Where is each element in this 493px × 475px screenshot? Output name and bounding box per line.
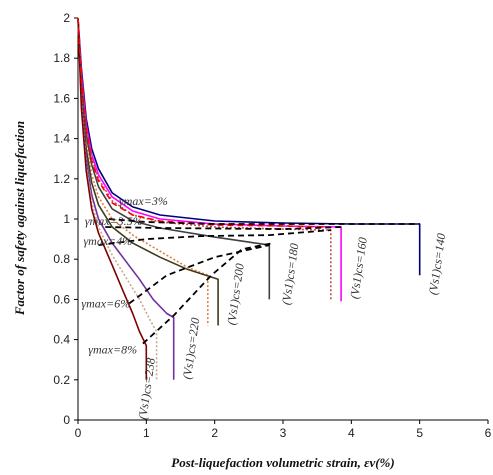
y-tick-label: 1.2 [53,172,70,186]
y-tick-label: 0.4 [53,333,70,347]
y-tick-label: 2 [63,11,70,25]
y-tick-label: 0 [63,413,70,427]
series-line-3 [77,17,271,300]
annotation-label: γmax=3% [119,194,168,208]
series-line-13 [128,244,270,305]
annotation-label: (Vs1)cs=200 [224,263,247,326]
series-line-10 [108,218,420,225]
x-tick-label: 3 [280,426,287,440]
x-tick-label: 2 [211,426,218,440]
annotation-label: γmax=6% [81,296,130,310]
annotation-label: (Vs1)cs=220 [180,317,203,380]
series-line-5 [77,17,219,326]
x-tick-label: 0 [75,426,82,440]
series-line-11 [105,226,342,230]
y-tick-label: 1 [63,212,70,226]
y-axis-title: Factor of safety against liquefaction [12,121,27,316]
annotation-label: (Vs1)cs=140 [426,232,449,295]
annotation-label: (Vs1)cs=238 [135,357,158,420]
series-line-6 [77,17,175,380]
annotation-layer: γmax=3%γmax=3.5%γmax=4%γmax=6%γmax=8%(Vs… [81,194,448,420]
series-line-9 [77,17,325,228]
x-tick-label: 4 [348,426,355,440]
y-tick-label: 1.4 [53,132,70,146]
annotation-label: (Vs1)cs=180 [279,242,302,305]
x-tick-label: 5 [416,426,423,440]
series-layer [77,17,421,380]
series-line-8 [77,17,148,380]
y-tick-label: 0.2 [53,373,70,387]
y-tick-label: 1.8 [53,51,70,65]
series-line-7 [77,17,158,380]
annotation-label: γmax=8% [88,343,137,357]
y-tick-label: 0.8 [53,252,70,266]
annotation-label: γmax=4% [83,234,132,248]
x-tick-label: 6 [485,426,492,440]
y-tick-label: 0.6 [53,292,70,306]
x-axis-title: Post-liquefaction volumetric strain, εv(… [171,455,394,470]
axes: 0 1 2 3 4 5 6 0 0.2 0.4 0.6 0.8 1 1.2 1.4 1.6 1.8 2 [53,11,491,440]
x-tick-label: 1 [143,426,150,440]
series-line-12 [98,229,331,246]
annotation-label: (Vs1)cs=160 [347,236,370,299]
y-tick-label: 1.6 [53,91,70,105]
annotation-label: γmax=3.5% [85,214,143,228]
